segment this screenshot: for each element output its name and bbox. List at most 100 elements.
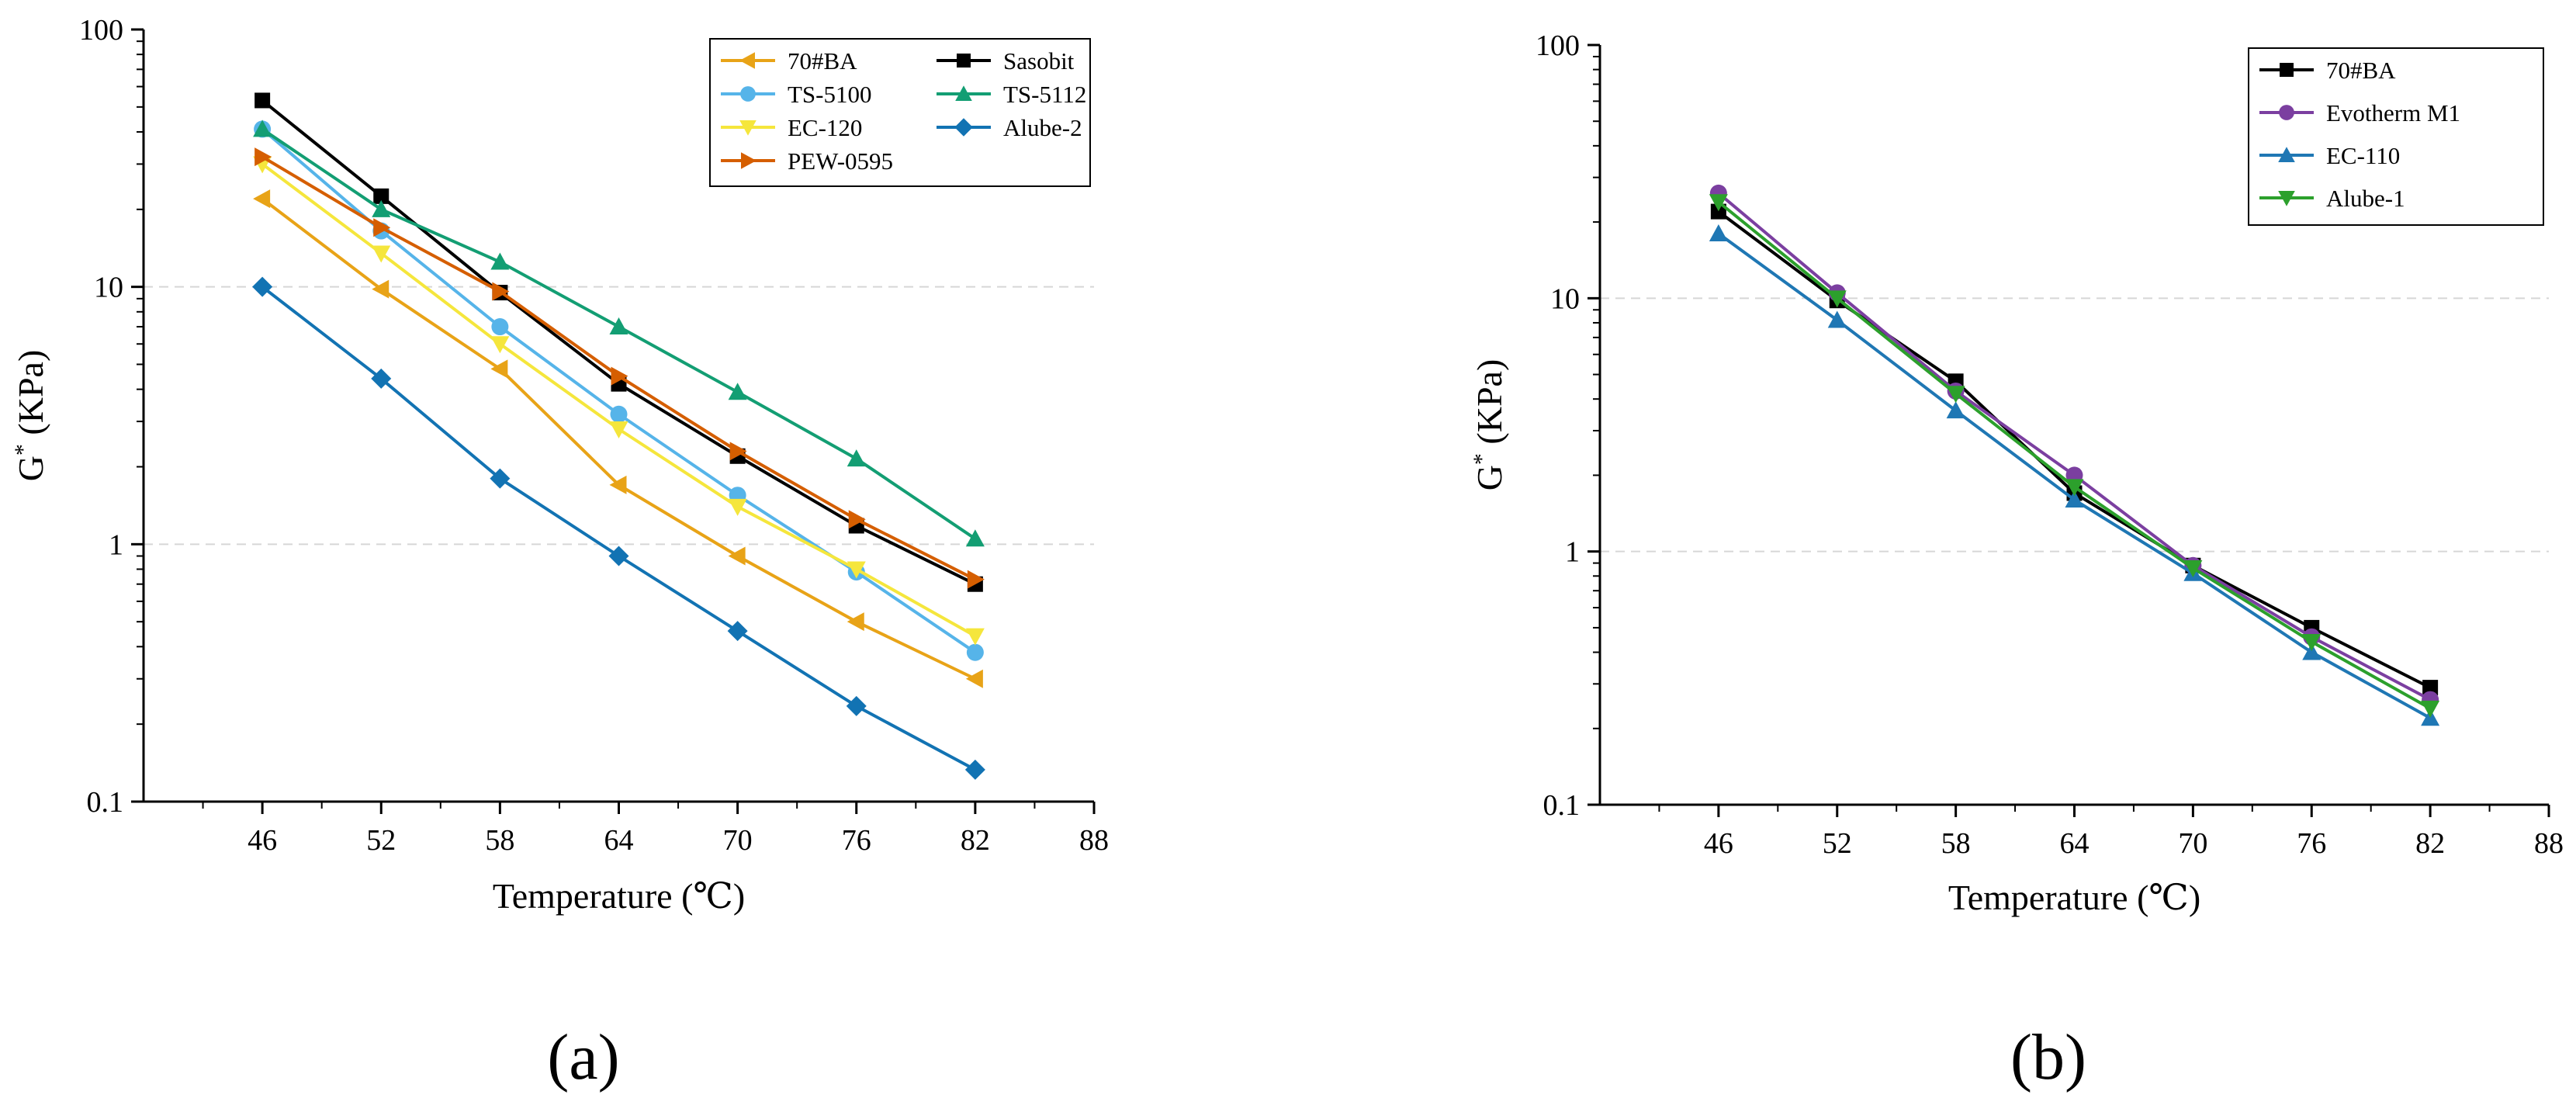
data-point [964, 759, 985, 780]
legend-label: PEW-0595 [788, 147, 893, 175]
y-tick-label: 0.1 [87, 786, 124, 819]
data-point [252, 276, 273, 297]
series-line [261, 286, 976, 771]
y-tick-label: 1 [1565, 536, 1580, 569]
data-point [965, 628, 985, 646]
data-point [609, 475, 627, 494]
data-point [1709, 194, 1728, 212]
series-line [261, 197, 976, 681]
data-point [848, 510, 866, 529]
x-tick-label: 76 [2297, 827, 2326, 860]
data-point [490, 359, 508, 379]
data-point [2302, 643, 2322, 660]
data-point [372, 279, 390, 299]
legend-swatch-marker [954, 118, 973, 137]
series-70-ba [253, 189, 983, 688]
x-tick-label: 58 [1941, 827, 1971, 860]
y-tick-label: 10 [94, 272, 123, 304]
data-point [373, 218, 391, 237]
series-ec-110 [1709, 224, 2440, 726]
chart-panel-a: 46 52 58 64 70 76 82 88 0.1 1 10 100 Temperature (℃)… [10, 14, 1110, 1093]
x-tick-label: 76 [842, 824, 871, 857]
legend-swatch-marker [955, 85, 972, 101]
data-point [965, 529, 985, 547]
data-point [492, 282, 510, 301]
legend-swatch-marker [2278, 191, 2295, 206]
data-point [728, 383, 747, 400]
data-point [966, 643, 984, 661]
series-line [1717, 192, 2432, 702]
x-axis-title: Temperature (℃) [1948, 878, 2200, 917]
legend-label: TS-5112 [1003, 81, 1086, 108]
data-point [254, 147, 272, 167]
legend-item: 70#BA [2259, 57, 2396, 84]
data-point [490, 336, 510, 354]
data-point [610, 405, 628, 423]
y-tick-label: 10 [1550, 282, 1580, 315]
data-point [1827, 290, 1847, 308]
data-point [1710, 203, 1726, 220]
legend-swatch-marker [739, 120, 757, 136]
data-point [2065, 490, 2084, 508]
series-alube-2 [252, 276, 985, 780]
x-tick-label: 52 [1823, 827, 1852, 860]
data-point [2422, 680, 2439, 696]
x-tick-label: 46 [248, 824, 277, 857]
data-point [372, 245, 391, 263]
x-tick-label: 58 [485, 824, 514, 857]
panel-label: (b) [2010, 1021, 2086, 1093]
legend-label: Evotherm M1 [2326, 99, 2460, 126]
x-tick-label: 64 [2060, 827, 2090, 860]
legend-item: 70#BA [721, 47, 857, 74]
data-point [729, 442, 747, 461]
data-point [2421, 700, 2440, 718]
legend-swatch-marker [740, 86, 756, 102]
legend-label: EC-120 [788, 114, 862, 141]
data-point [253, 189, 271, 209]
x-tick-label: 46 [1704, 827, 1733, 860]
x-tick-label: 82 [2415, 827, 2445, 860]
data-point [608, 546, 629, 566]
panel-label: (a) [547, 1021, 619, 1093]
chart-panel-b: 46 52 58 64 70 76 82 88 0.1 1 10 100 Temperature (℃)… [1469, 29, 2564, 1093]
legend-item: Sasobit [937, 47, 1075, 74]
series-ts-5112 [253, 120, 985, 547]
data-point [2183, 560, 2203, 578]
legend-item: EC-110 [2259, 142, 2400, 169]
legend-item: Alube-1 [2259, 185, 2405, 212]
x-tick-label: 70 [723, 824, 753, 857]
series-alube-1 [1709, 194, 2440, 718]
data-point [846, 695, 867, 716]
legend-label: 70#BA [788, 47, 857, 74]
legend-swatch-marker [741, 152, 757, 169]
legend-item: Alube-2 [937, 114, 1082, 141]
data-point [1827, 310, 1847, 328]
legend: 70#BA Evotherm M1 EC-110 Alube-1 [2248, 47, 2544, 226]
legend-swatch-marker [957, 54, 971, 68]
data-point [1709, 224, 1728, 242]
x-tick-label: 70 [2178, 827, 2207, 860]
data-point [490, 468, 511, 489]
data-point [2065, 479, 2084, 497]
data-point [965, 669, 983, 688]
x-tick-label: 64 [604, 824, 634, 857]
legend-label: TS-5100 [788, 81, 872, 108]
legend-box [2248, 47, 2544, 226]
data-point [967, 570, 985, 589]
legend-swatch-marker [2278, 147, 2295, 162]
data-point [254, 92, 271, 109]
data-point [491, 318, 509, 336]
x-tick-label: 82 [961, 824, 990, 857]
legend-item: PEW-0595 [721, 147, 893, 175]
data-point [373, 188, 390, 204]
data-point [490, 252, 510, 270]
series-pew-0595 [254, 147, 985, 589]
y-tick-label: 100 [1536, 29, 1580, 62]
legend-swatch-marker [2280, 63, 2294, 77]
data-point [847, 561, 866, 579]
data-point [847, 449, 866, 467]
data-point [1946, 401, 1965, 419]
series-ec-120 [253, 156, 985, 646]
x-tick-label: 52 [366, 824, 396, 857]
